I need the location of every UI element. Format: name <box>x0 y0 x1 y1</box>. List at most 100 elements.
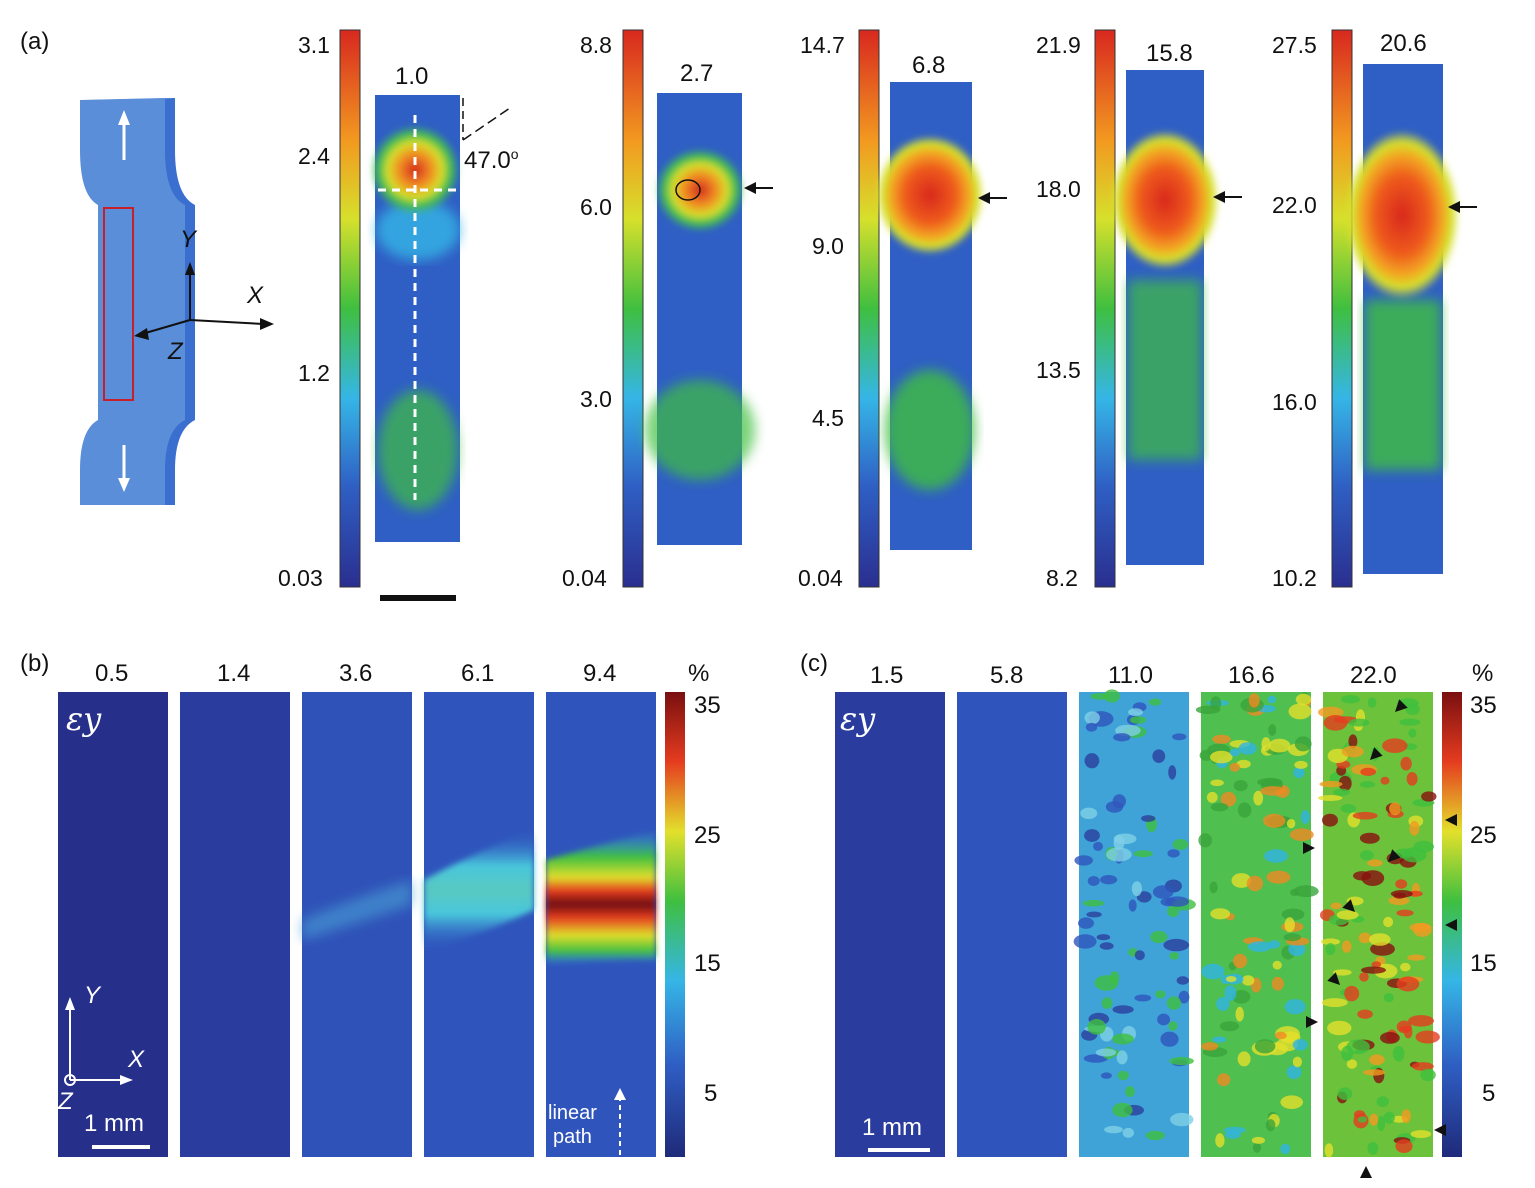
texture-spot <box>1082 899 1105 907</box>
texture-spot <box>1129 716 1147 724</box>
texture-spot <box>1176 976 1190 985</box>
colorbar-b <box>665 692 685 1157</box>
texture-spot <box>1145 1130 1165 1141</box>
arrow-a2 <box>744 182 773 194</box>
texture-spot <box>1289 828 1314 841</box>
texture-spot <box>1086 911 1102 918</box>
texture-spot <box>1405 703 1420 716</box>
texture-spot <box>1300 810 1310 824</box>
axis-x-label-a: X <box>247 282 264 309</box>
texture-spot <box>1217 1073 1231 1087</box>
texture-spot <box>1420 1068 1436 1082</box>
texture-spot <box>1408 1015 1434 1027</box>
cb-tick-c-1: 25 <box>1470 822 1497 849</box>
angle-label: 47.0o <box>464 146 519 174</box>
texture-spot <box>1288 942 1306 957</box>
axis-x-label-b: X <box>128 1046 145 1073</box>
texture-spot <box>1087 1019 1106 1035</box>
texture-spot <box>1283 933 1301 942</box>
strain-label-b1: 0.5 <box>95 660 129 687</box>
texture-spot <box>1360 850 1374 861</box>
arrowhead <box>1342 899 1355 912</box>
strain-map-b4 <box>424 692 534 1157</box>
texture-spot <box>1229 748 1240 757</box>
path-label-path: path <box>553 1126 592 1148</box>
tick-a1-1: 2.4 <box>298 143 330 169</box>
arrowhead <box>1370 747 1383 760</box>
texture-spot <box>1352 811 1378 820</box>
arrowhead <box>1445 814 1457 826</box>
texture-spot <box>1359 972 1369 982</box>
variable-label-c: εy <box>840 700 876 738</box>
texture-spot <box>1294 736 1312 752</box>
texture-spot <box>1284 999 1306 1015</box>
cb-tick-b-2: 15 <box>694 950 721 977</box>
texture-spot <box>1321 938 1340 945</box>
texture-spot <box>1246 875 1264 892</box>
texture-spot <box>1210 908 1231 920</box>
tick-a2-1: 6.0 <box>580 194 612 220</box>
texture-spot <box>1099 942 1114 950</box>
texture-spot <box>1210 779 1224 787</box>
texture-spot <box>1396 1020 1412 1034</box>
texture-spot <box>1359 832 1380 844</box>
strain-label-a5: 20.6 <box>1380 30 1427 57</box>
arrowhead <box>1434 1124 1446 1136</box>
texture-spot <box>1084 711 1100 725</box>
tick-a1-2: 1.2 <box>298 360 330 386</box>
texture-spot <box>1327 1020 1352 1036</box>
texture-spot <box>1122 1127 1135 1138</box>
texture-spot <box>1357 1009 1373 1019</box>
texture-spot <box>1152 749 1166 763</box>
texture-spot <box>1248 693 1260 708</box>
tick-a3-2: 4.5 <box>812 405 844 431</box>
texture-spot <box>1167 849 1180 858</box>
colorbar-a1 <box>339 29 361 588</box>
texture-spot <box>1168 765 1177 780</box>
arrowhead <box>1306 1016 1318 1028</box>
colorbar-a3 <box>858 29 880 588</box>
texture-spot <box>1101 997 1113 1009</box>
texture-spot <box>1237 802 1252 818</box>
strain-map-b3 <box>302 692 412 1157</box>
texture-spot <box>1357 1116 1367 1123</box>
texture-spot <box>1401 1109 1411 1124</box>
texture-spot <box>1396 909 1414 917</box>
strain-label-b2: 1.4 <box>217 660 251 687</box>
texture-spot <box>1400 962 1411 972</box>
texture-spot <box>1206 791 1218 803</box>
texture-spot <box>1136 891 1152 903</box>
texture-spot <box>1215 1133 1225 1148</box>
axes-triad-b <box>64 997 150 1149</box>
tick-a3-3: 0.04 <box>798 565 843 591</box>
texture-spot <box>1237 1051 1251 1067</box>
texture-spot <box>1390 890 1413 898</box>
unit-label-b: % <box>688 660 710 687</box>
tick-a5-0: 27.5 <box>1272 32 1317 58</box>
texture-spot <box>1212 1036 1227 1043</box>
texture-spot <box>1267 695 1277 704</box>
arrowhead <box>1395 699 1408 712</box>
texture-spot <box>1134 950 1145 961</box>
texture-spot <box>1172 839 1189 850</box>
texture-spot <box>1266 870 1291 884</box>
texture-spot <box>1330 902 1342 910</box>
cb-tick-b-1: 25 <box>694 822 721 849</box>
texture-spot <box>1358 932 1372 944</box>
texture-spot <box>1376 1096 1389 1107</box>
texture-spot <box>1219 1021 1240 1032</box>
texture-spot <box>1340 695 1361 704</box>
texture-spot <box>1406 772 1418 786</box>
texture-spot <box>1152 885 1174 899</box>
texture-spot <box>1395 879 1408 889</box>
texture-spot <box>1084 829 1100 842</box>
texture-spot <box>1212 734 1231 744</box>
texture-spot <box>1383 1111 1395 1124</box>
texture-spot <box>1348 734 1358 749</box>
texture-spot <box>1103 689 1120 703</box>
texture-spot <box>1383 916 1394 928</box>
texture-spot <box>1113 733 1131 742</box>
arrow-a5 <box>1448 201 1477 213</box>
texture-spot <box>1409 820 1420 836</box>
